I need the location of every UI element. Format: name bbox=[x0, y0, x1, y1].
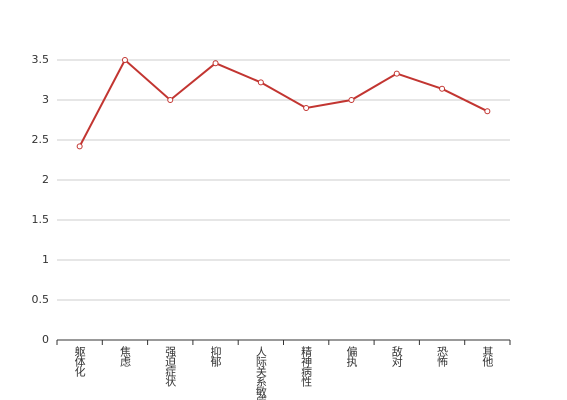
x-tick-label: 其他 bbox=[481, 346, 494, 367]
y-tick-label: 3 bbox=[42, 93, 49, 106]
line bbox=[78, 58, 488, 147]
y-tick-label: 0 bbox=[42, 333, 49, 346]
x-tick-label: 焦虑 bbox=[118, 346, 131, 367]
point bbox=[303, 105, 310, 111]
x-tick-label: 恐怖 bbox=[436, 346, 449, 367]
x-tick-label: 人际关系敏感 bbox=[254, 346, 267, 400]
x-tick-label: 精神病性 bbox=[300, 346, 313, 388]
point bbox=[212, 60, 219, 67]
x-tick-label: 抑郁 bbox=[209, 345, 222, 367]
x-tick-label: 躯体化 bbox=[73, 346, 86, 378]
x-tick-label: 敌对 bbox=[390, 345, 403, 367]
point bbox=[257, 79, 264, 86]
x-tick-label: 强迫症状 bbox=[164, 346, 177, 387]
point bbox=[484, 108, 491, 115]
point bbox=[76, 143, 83, 150]
y-tick-label: 3.5 bbox=[32, 53, 50, 66]
y-tick-label: 2.5 bbox=[32, 133, 50, 146]
y-tick-label: 1 bbox=[42, 253, 49, 266]
point bbox=[167, 97, 174, 103]
point bbox=[121, 57, 128, 63]
point bbox=[348, 97, 355, 103]
point bbox=[439, 85, 446, 92]
y-tick-label: 0.5 bbox=[32, 293, 50, 306]
y-tick-label: 2 bbox=[42, 173, 49, 186]
x-tick-label: 偏执 bbox=[345, 345, 358, 368]
point bbox=[393, 70, 400, 77]
y-tick-label: 1.5 bbox=[32, 213, 50, 226]
